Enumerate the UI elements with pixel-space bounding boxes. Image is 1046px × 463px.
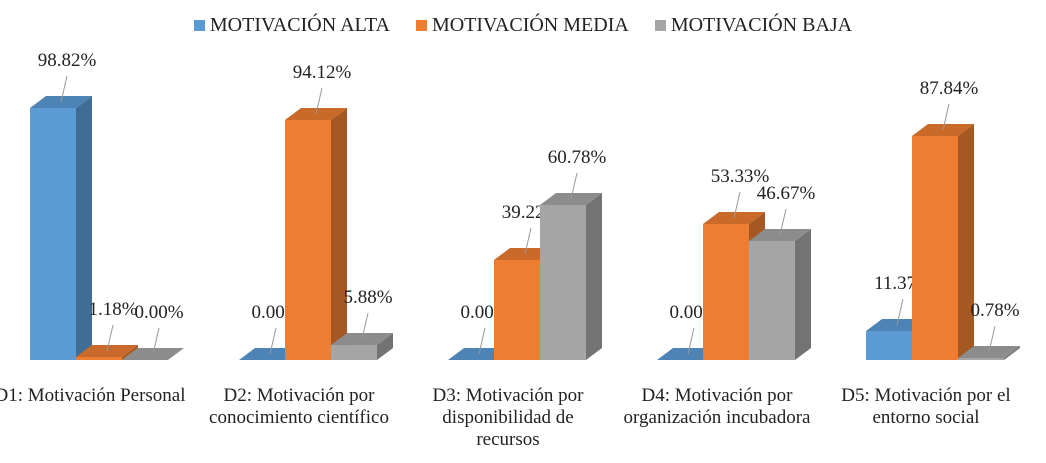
bar-side bbox=[958, 124, 974, 361]
bar-front bbox=[703, 224, 749, 360]
legend-label: MOTIVACIÓN ALTA bbox=[209, 14, 390, 36]
bar-front bbox=[285, 119, 331, 360]
leader-line bbox=[361, 312, 369, 340]
leader-line bbox=[106, 324, 114, 352]
bar bbox=[749, 228, 811, 360]
bar-front bbox=[749, 240, 795, 360]
leader-line bbox=[315, 87, 323, 115]
leader-line bbox=[478, 327, 486, 355]
leader-line bbox=[687, 327, 695, 355]
bar-front bbox=[866, 331, 912, 360]
leader-line bbox=[988, 325, 996, 353]
bar-side bbox=[586, 193, 602, 360]
x-tick-label: D4: Motivación por organización incubado… bbox=[623, 385, 811, 428]
leader-line bbox=[570, 172, 578, 200]
leader-line bbox=[269, 327, 277, 355]
legend-label: MOTIVACIÓN BAJA bbox=[670, 14, 853, 36]
leader-line bbox=[896, 298, 904, 326]
bar bbox=[30, 96, 92, 360]
x-tick-label: D1: Motivación Personal bbox=[0, 385, 186, 406]
bar-front bbox=[494, 259, 540, 360]
data-label: 87.84% bbox=[920, 78, 979, 99]
x-tick-label: D3: Motivación por disponibilidad de rec… bbox=[432, 385, 584, 450]
data-label: 1.18% bbox=[88, 299, 137, 320]
bar-side bbox=[122, 344, 138, 360]
legend-swatch bbox=[654, 20, 666, 31]
bar-side bbox=[377, 333, 393, 360]
data-label: 5.88% bbox=[343, 287, 392, 308]
leader-line bbox=[942, 103, 950, 131]
legend-item: MOTIVACIÓN BAJA bbox=[654, 14, 853, 37]
bar-front bbox=[76, 356, 122, 360]
bar-front bbox=[912, 136, 958, 360]
x-tick-label: D2: Motivación por conocimiento científi… bbox=[209, 385, 389, 428]
data-label: 46.67% bbox=[757, 183, 816, 204]
data-label: 53.33% bbox=[711, 166, 770, 187]
bar-front bbox=[30, 108, 76, 360]
leader-line bbox=[152, 327, 160, 355]
data-label: 0.78% bbox=[970, 300, 1019, 321]
bar-side bbox=[331, 107, 347, 360]
bar bbox=[540, 193, 602, 360]
legend-label: MOTIVACIÓN MEDIA bbox=[431, 14, 629, 36]
data-label: 94.12% bbox=[293, 62, 352, 83]
leader-line bbox=[733, 191, 741, 219]
bar bbox=[285, 107, 347, 360]
leader-line bbox=[779, 208, 787, 236]
data-label: 60.78% bbox=[548, 147, 607, 168]
data-label: 0.00% bbox=[134, 302, 183, 323]
bar-side bbox=[1004, 346, 1020, 360]
legend-item: MOTIVACIÓN ALTA bbox=[193, 14, 390, 37]
legend: MOTIVACIÓN ALTA MOTIVACIÓN MEDIA MOTIVACIÓ… bbox=[0, 14, 1046, 37]
bar-front bbox=[331, 345, 377, 360]
leader-line bbox=[524, 227, 532, 255]
x-tick-label: D5: Motivación por el entorno social bbox=[841, 385, 1011, 428]
bar-front bbox=[958, 358, 1004, 360]
leader-line bbox=[60, 75, 68, 103]
data-label: 98.82% bbox=[38, 50, 97, 71]
legend-swatch bbox=[415, 20, 427, 31]
legend-item: MOTIVACIÓN MEDIA bbox=[415, 14, 629, 37]
bar-side bbox=[76, 96, 92, 360]
bar-front bbox=[540, 205, 586, 360]
legend-swatch bbox=[193, 20, 205, 31]
bar-side bbox=[795, 228, 811, 360]
bar bbox=[912, 124, 974, 361]
